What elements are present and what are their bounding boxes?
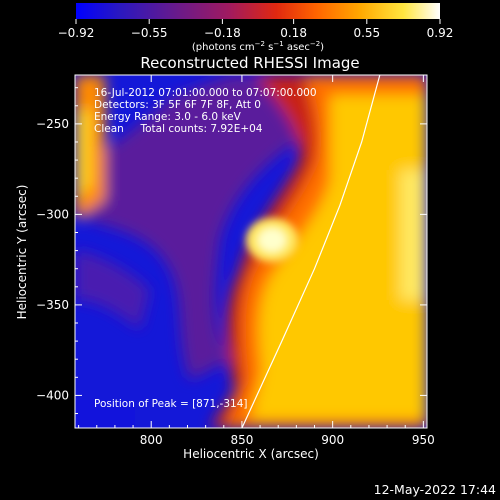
footer-timestamp: 12-May-2022 17:44	[374, 482, 496, 497]
annotation-clean-counts: Clean Total counts: 7.92E+04	[94, 123, 263, 135]
x-axis-ticks: 800 850 900 950	[78, 75, 435, 447]
solar-limb-line	[241, 74, 381, 429]
colorbar-tick-label: 0.55	[353, 26, 380, 40]
colorbar-tick-label: −0.55	[131, 26, 168, 40]
chart-title: Reconstructed RHESSI Image	[140, 54, 359, 72]
colorbar-unit-part: )	[320, 42, 324, 53]
annotation-detectors: Detectors: 3F 5F 6F 7F 8F, Att 0	[94, 99, 261, 111]
x-tick-label: 950	[412, 433, 435, 447]
y-tick-label: −250	[36, 117, 69, 131]
colorbar-tick-label: −0.18	[204, 26, 241, 40]
colorbar-unit-part: asec	[284, 42, 310, 53]
annotation-energy-range: Energy Range: 3.0 - 6.0 keV	[94, 111, 242, 123]
colorbar-unit: (photons cm−2 s−1 asec−2)	[192, 40, 324, 53]
y-tick-label: −350	[36, 298, 69, 312]
colorbar-tick-label: 0.18	[280, 26, 307, 40]
y-tick-label: −300	[36, 207, 69, 221]
colorbar-tick-label: −0.92	[58, 26, 95, 40]
colorbar-unit-exp: −1	[273, 40, 283, 48]
colorbar	[76, 3, 440, 19]
annotation-peak-position: Position of Peak = [871,-314]	[94, 398, 248, 410]
y-axis-label: Heliocentric Y (arcsec)	[15, 185, 29, 320]
colorbar-unit-exp: −2	[255, 40, 265, 48]
x-tick-label: 900	[321, 433, 344, 447]
colorbar-unit-part: (photons cm	[192, 42, 255, 53]
y-axis-ticks: −250 −300 −350 −400	[36, 87, 427, 415]
colorbar-unit-part: s	[265, 42, 273, 53]
x-tick-label: 850	[230, 433, 253, 447]
heatmap-image	[75, 75, 427, 428]
y-tick-label: −400	[36, 388, 69, 402]
colorbar-ticks: −0.92 −0.55 −0.18 0.18 0.55 0.92	[58, 19, 454, 40]
x-tick-label: 800	[140, 433, 163, 447]
colorbar-unit-exp: −2	[310, 40, 320, 48]
annotation-time-range: 16-Jul-2012 07:01:00.000 to 07:07:00.000	[94, 87, 317, 99]
colorbar-tick-label: 0.92	[427, 26, 454, 40]
x-axis-label: Heliocentric X (arcsec)	[183, 447, 319, 461]
plot-frame	[74, 74, 428, 429]
